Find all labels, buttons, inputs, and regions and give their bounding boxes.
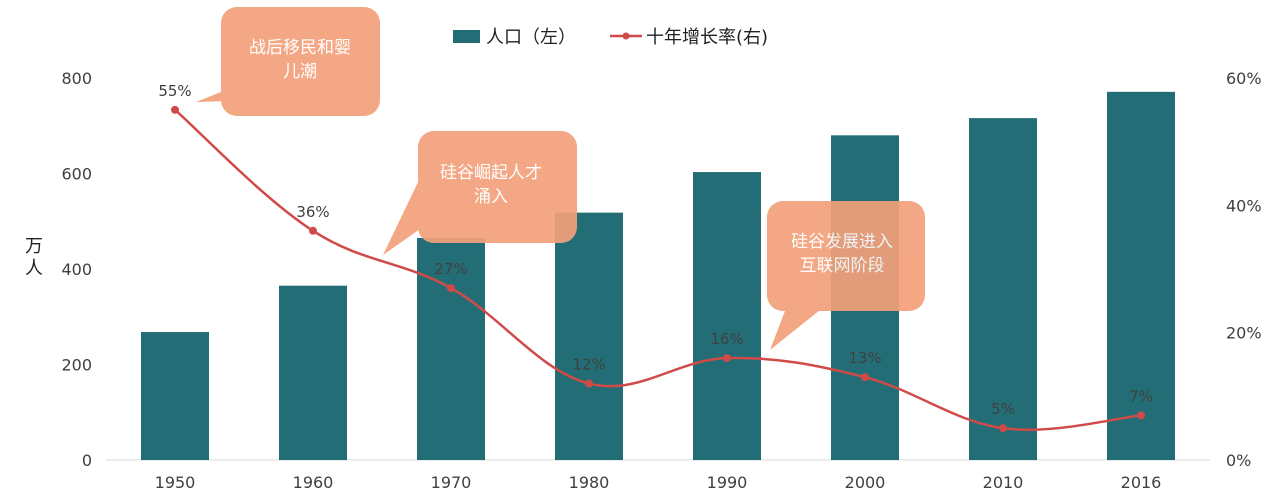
bar-1970 — [417, 237, 485, 460]
point-1970 — [447, 284, 455, 293]
x-tick-1990: 1990 — [707, 473, 748, 492]
y2-tick-60%: 60% — [1226, 69, 1262, 88]
data-label-1980: 12% — [572, 356, 605, 374]
data-label-1970: 27% — [434, 260, 467, 278]
bar-2016 — [1107, 91, 1175, 460]
y-tick-200: 200 — [61, 356, 92, 375]
x-tick-1980: 1980 — [569, 473, 610, 492]
x-tick-1960: 1960 — [293, 473, 334, 492]
legend-swatch-population — [453, 30, 480, 43]
legend-label-population: 人口（左） — [486, 27, 576, 48]
x-tick-2016: 2016 — [1121, 473, 1162, 492]
data-label-2010: 5% — [991, 400, 1015, 418]
bar-1950 — [141, 332, 209, 460]
point-1980 — [585, 379, 593, 388]
point-1950 — [171, 105, 179, 114]
y-tick-800: 800 — [61, 69, 92, 88]
point-2010 — [999, 424, 1007, 433]
data-label-1960: 36% — [296, 203, 329, 221]
y2-tick-labels: 0% 20% 40% 60% — [1226, 69, 1262, 470]
callout-3-line-2: 互联网阶段 — [800, 256, 885, 276]
bar-1980 — [555, 212, 623, 460]
data-label-2016: 7% — [1129, 387, 1153, 405]
bar-1960 — [279, 285, 347, 460]
y-tick-600: 600 — [61, 165, 92, 184]
y2-tick-0%: 0% — [1226, 451, 1251, 470]
x-tick-2010: 2010 — [983, 473, 1024, 492]
x-tick-labels: 1950 1960 1970 1980 1990 2000 2010 2016 — [155, 473, 1162, 492]
y-axis-title: 万人 — [25, 236, 43, 279]
callout-box — [767, 201, 925, 311]
callout-2-line-2: 涌入 — [474, 187, 508, 207]
point-2000 — [861, 373, 869, 382]
y-tick-labels: 0 200 400 600 800 — [61, 69, 92, 470]
svg-text:万人: 万人 — [25, 236, 43, 279]
y2-tick-20%: 20% — [1226, 324, 1262, 343]
legend-label-growth: 十年增长率(右) — [646, 27, 768, 48]
point-2016 — [1137, 411, 1145, 420]
callout-box — [418, 131, 577, 243]
point-1960 — [309, 226, 317, 235]
growth-rate-line — [174, 108, 1142, 432]
callout-box — [221, 7, 380, 116]
bar-1990 — [693, 172, 761, 460]
callout-3-line-1: 硅谷发展进入 — [791, 232, 893, 252]
bar-group — [141, 91, 1175, 461]
growth-rate-points — [171, 105, 1145, 433]
x-tick-1950: 1950 — [155, 473, 196, 492]
legend-dot-growth — [622, 32, 630, 40]
callout-1-line-1: 战后移民和婴 — [249, 38, 351, 58]
point-1990 — [723, 354, 731, 363]
x-tick-2000: 2000 — [845, 473, 886, 492]
callout-2-line-1: 硅谷崛起人才 — [440, 163, 542, 183]
data-label-2000: 13% — [848, 349, 881, 367]
callout-1-line-2: 儿潮 — [283, 62, 317, 82]
data-label-1950: 55% — [158, 82, 191, 100]
bar-2010 — [969, 118, 1037, 461]
data-label-1990: 16% — [710, 330, 743, 348]
y2-tick-40%: 40% — [1226, 196, 1262, 215]
y-tick-400: 400 — [61, 260, 92, 279]
y-tick-0: 0 — [82, 451, 92, 470]
growth-rate-data-labels: 55% 36% 27% 12% 16% 13% 5% 7% — [158, 82, 1153, 418]
legend: 人口（左） 十年增长率(右) — [453, 27, 768, 48]
x-tick-1970: 1970 — [431, 473, 472, 492]
